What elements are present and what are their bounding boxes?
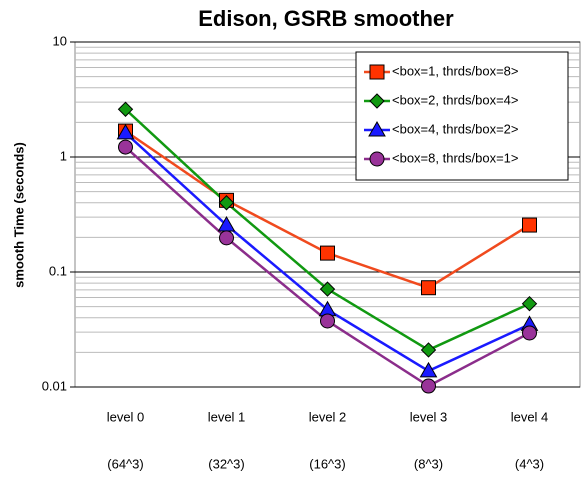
y-tick-label: 0.01 (42, 378, 67, 393)
data-point (522, 217, 537, 233)
x-tick-label: level 3 (410, 409, 448, 424)
x-tick-label: (4^3) (515, 456, 544, 471)
data-point (420, 342, 437, 358)
data-point (421, 378, 436, 394)
legend: <box=1, thrds/box=8> <box=2, thrds/box=4>… (355, 51, 569, 181)
data-point (419, 361, 438, 378)
legend-marker (369, 64, 385, 80)
data-point (117, 101, 134, 117)
data-point (118, 139, 133, 155)
x-tick-label: (8^3) (414, 456, 443, 471)
y-tick-label: 0.1 (49, 263, 67, 278)
x-tick-label: level 1 (208, 409, 246, 424)
data-point (219, 230, 234, 246)
x-tick-label: (32^3) (208, 456, 244, 471)
x-tick-label: (64^3) (107, 456, 143, 471)
data-point (319, 281, 336, 297)
data-point (521, 296, 538, 312)
legend-label: <box=8, thrds/box=1> (392, 150, 518, 165)
x-tick-label: level 2 (309, 409, 347, 424)
x-tick-label: (16^3) (309, 456, 345, 471)
legend-marker (369, 151, 385, 167)
data-point (522, 325, 537, 341)
legend-label: <box=1, thrds/box=8> (392, 63, 518, 78)
y-tick-label: 10 (53, 33, 67, 48)
data-point (320, 245, 335, 261)
legend-marker (368, 120, 386, 137)
y-tick-label: 1 (60, 148, 67, 163)
data-point (421, 280, 436, 296)
data-point (218, 195, 235, 211)
y-axis-label: smooth Time (seconds) (11, 142, 26, 288)
legend-label: <box=4, thrds/box=2> (392, 121, 518, 136)
x-tick-label: level 0 (107, 409, 145, 424)
data-point (116, 123, 135, 140)
legend-label: <box=2, thrds/box=4> (392, 92, 518, 107)
legend-box (355, 51, 569, 181)
data-point (320, 313, 335, 329)
x-tick-label: level 4 (511, 409, 549, 424)
chart-title: Edison, GSRB smoother (198, 6, 454, 31)
legend-marker (369, 93, 385, 109)
